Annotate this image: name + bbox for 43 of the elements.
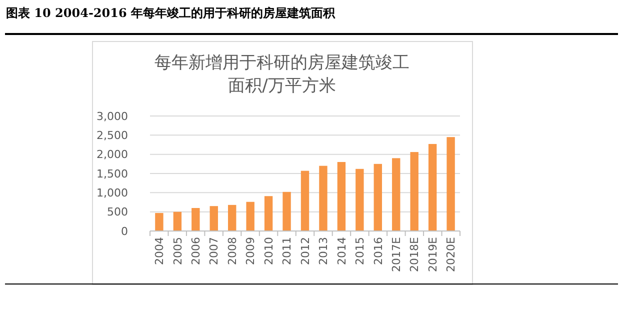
bar: [282, 192, 291, 231]
y-tick-label: 2,500: [96, 129, 128, 142]
x-tick-label: 2016: [372, 237, 385, 265]
bar: [392, 158, 400, 231]
y-tick-label: 1,500: [96, 167, 128, 180]
y-tick-label: 500: [107, 206, 128, 219]
x-tick-label: 2010: [262, 237, 276, 265]
bar: [155, 212, 164, 231]
bar: [410, 152, 418, 231]
x-tick-label: 2007: [208, 237, 221, 265]
y-tick-label: 3,000: [96, 110, 128, 123]
bar: [356, 168, 364, 231]
x-tick-label: 2009: [244, 237, 258, 265]
x-tick-label: 2018E: [408, 236, 422, 272]
chart-title: 图表 10 2004-2016 年每年竣工的用于科研的房屋建筑面积: [6, 6, 336, 20]
x-tick-label: 2006: [190, 237, 203, 265]
x-tick-label: 2008: [226, 237, 239, 265]
bar: [337, 162, 346, 231]
x-tick-label: 2019E: [426, 236, 440, 272]
bar: [319, 166, 328, 231]
bar: [228, 204, 236, 231]
x-tick-label: 2012: [298, 237, 312, 265]
y-tick-label: 1,000: [96, 186, 128, 200]
bar: [173, 212, 182, 231]
bar: [446, 137, 455, 231]
y-tick-label: 2,000: [96, 148, 128, 162]
chart-subtitle: 每年新增用于科研的房屋建筑竣工面积/万平方米: [154, 53, 410, 96]
x-tick-label: 2004: [153, 237, 166, 265]
y-tick-label: 0: [121, 224, 128, 238]
bar: [300, 170, 310, 231]
bar: [374, 164, 382, 231]
bar: [264, 196, 273, 231]
x-tick-label: 2005: [171, 237, 184, 265]
bar: [192, 208, 200, 231]
x-tick-label: 2014: [335, 237, 348, 265]
x-tick-label: 2015: [354, 237, 367, 265]
bar: [210, 206, 218, 231]
bar: [246, 202, 254, 231]
x-tick-label: 2011: [280, 237, 294, 265]
x-tick-label: 2020E: [444, 236, 458, 272]
x-tick-label: 2017E: [390, 236, 403, 272]
x-tick-label: 2013: [317, 237, 330, 265]
bar: [428, 144, 437, 231]
